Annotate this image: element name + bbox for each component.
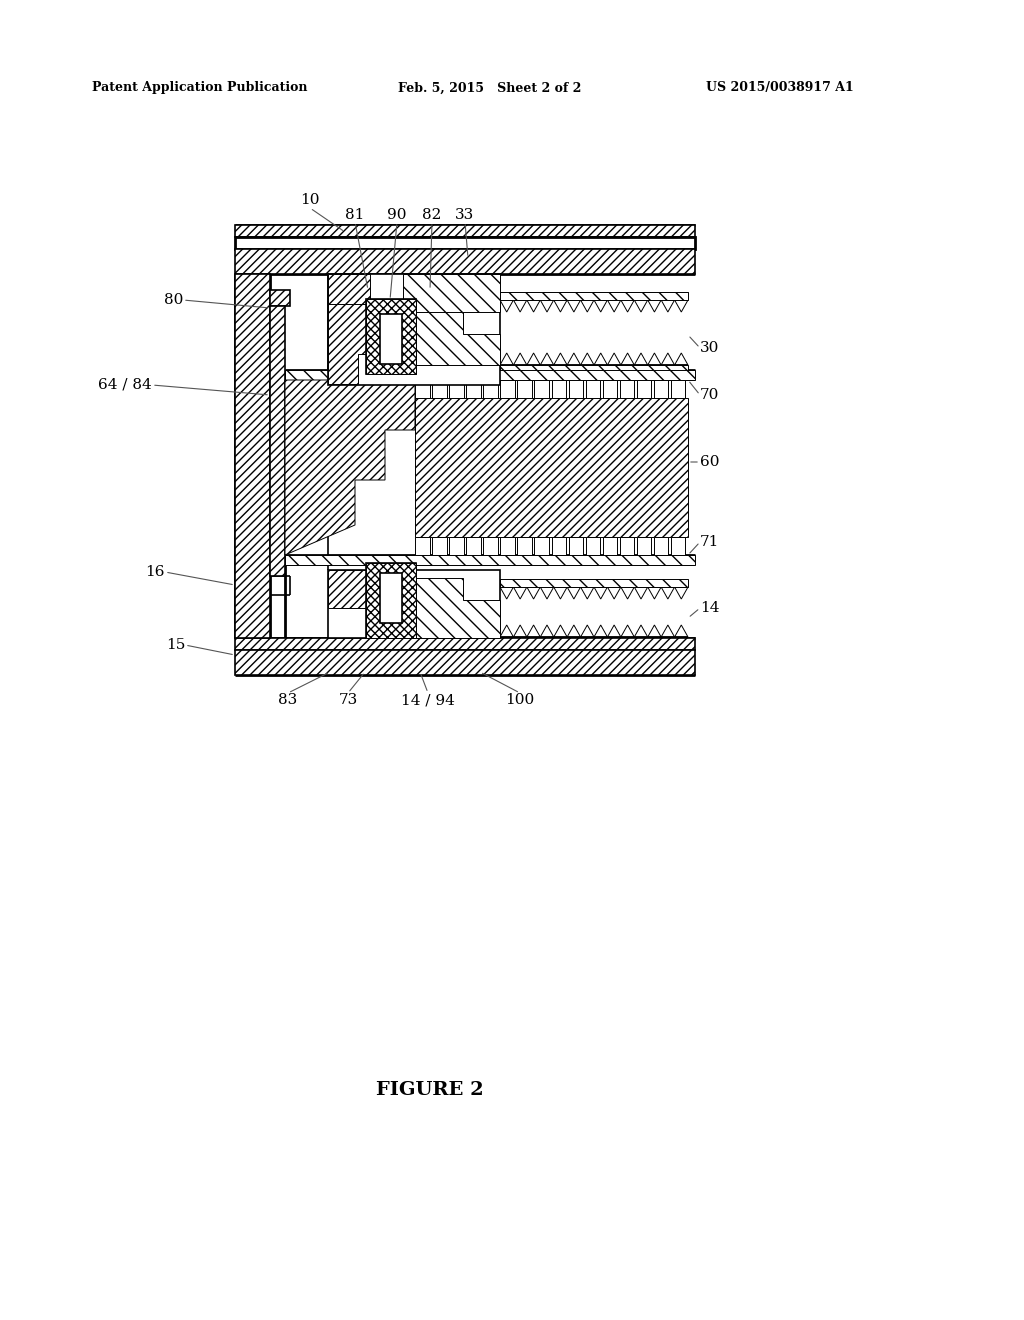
Text: 90: 90 xyxy=(387,209,407,222)
Polygon shape xyxy=(415,537,429,554)
Bar xyxy=(285,370,695,380)
Text: 83: 83 xyxy=(279,693,298,708)
Bar xyxy=(328,275,500,385)
Polygon shape xyxy=(415,399,688,537)
Bar xyxy=(270,306,285,576)
Polygon shape xyxy=(671,537,685,554)
Polygon shape xyxy=(403,275,500,334)
Polygon shape xyxy=(586,380,600,399)
Text: 70: 70 xyxy=(700,388,720,403)
Polygon shape xyxy=(552,380,566,399)
Bar xyxy=(380,573,402,623)
Polygon shape xyxy=(535,380,549,399)
Text: 80: 80 xyxy=(164,293,183,308)
Polygon shape xyxy=(654,537,669,554)
Text: Feb. 5, 2015   Sheet 2 of 2: Feb. 5, 2015 Sheet 2 of 2 xyxy=(398,82,582,95)
Bar xyxy=(380,314,402,364)
Polygon shape xyxy=(328,275,370,304)
Polygon shape xyxy=(483,537,498,554)
Polygon shape xyxy=(366,300,416,374)
Polygon shape xyxy=(500,366,688,374)
Text: 100: 100 xyxy=(506,693,535,708)
Polygon shape xyxy=(432,380,446,399)
Polygon shape xyxy=(501,380,515,399)
Polygon shape xyxy=(552,537,566,554)
Text: 33: 33 xyxy=(456,209,475,222)
Polygon shape xyxy=(620,380,634,399)
Polygon shape xyxy=(603,537,617,554)
Polygon shape xyxy=(500,579,688,587)
Polygon shape xyxy=(432,537,446,554)
Polygon shape xyxy=(671,380,685,399)
Text: 14: 14 xyxy=(700,601,720,615)
Bar xyxy=(234,649,695,675)
Bar xyxy=(234,638,695,649)
Bar xyxy=(285,554,695,565)
Bar xyxy=(270,290,290,306)
Polygon shape xyxy=(285,380,415,554)
Text: 60: 60 xyxy=(700,455,720,469)
Text: 64 / 84: 64 / 84 xyxy=(98,378,152,392)
Polygon shape xyxy=(416,312,500,366)
Polygon shape xyxy=(328,304,370,384)
Bar xyxy=(234,224,695,238)
Bar xyxy=(234,275,270,638)
Text: US 2015/0038917 A1: US 2015/0038917 A1 xyxy=(707,82,854,95)
Text: 10: 10 xyxy=(300,193,319,207)
Text: 71: 71 xyxy=(700,535,720,549)
Text: 14 / 94: 14 / 94 xyxy=(401,693,455,708)
Polygon shape xyxy=(654,380,669,399)
Text: 15: 15 xyxy=(166,638,185,652)
Bar xyxy=(366,300,416,374)
Polygon shape xyxy=(450,380,464,399)
Text: 73: 73 xyxy=(338,693,357,708)
Text: FIGURE 2: FIGURE 2 xyxy=(376,1081,483,1100)
Polygon shape xyxy=(500,292,688,300)
Polygon shape xyxy=(403,578,500,638)
Polygon shape xyxy=(466,537,480,554)
Polygon shape xyxy=(568,380,583,399)
Polygon shape xyxy=(450,537,464,554)
Text: Patent Application Publication: Patent Application Publication xyxy=(92,82,308,95)
Text: 16: 16 xyxy=(145,565,165,579)
Polygon shape xyxy=(620,537,634,554)
Polygon shape xyxy=(535,537,549,554)
Bar xyxy=(234,249,695,275)
Polygon shape xyxy=(328,570,370,609)
Polygon shape xyxy=(586,537,600,554)
Polygon shape xyxy=(415,380,429,399)
Text: 82: 82 xyxy=(422,209,441,222)
Bar xyxy=(234,238,695,249)
Polygon shape xyxy=(637,537,651,554)
Polygon shape xyxy=(517,537,531,554)
Polygon shape xyxy=(501,537,515,554)
Polygon shape xyxy=(637,380,651,399)
Polygon shape xyxy=(366,564,416,638)
Polygon shape xyxy=(517,380,531,399)
Text: 30: 30 xyxy=(700,341,720,355)
Text: 81: 81 xyxy=(345,209,365,222)
Polygon shape xyxy=(483,380,498,399)
Bar xyxy=(328,570,500,638)
Bar xyxy=(366,564,416,638)
Polygon shape xyxy=(466,380,480,399)
Polygon shape xyxy=(568,537,583,554)
Polygon shape xyxy=(603,380,617,399)
